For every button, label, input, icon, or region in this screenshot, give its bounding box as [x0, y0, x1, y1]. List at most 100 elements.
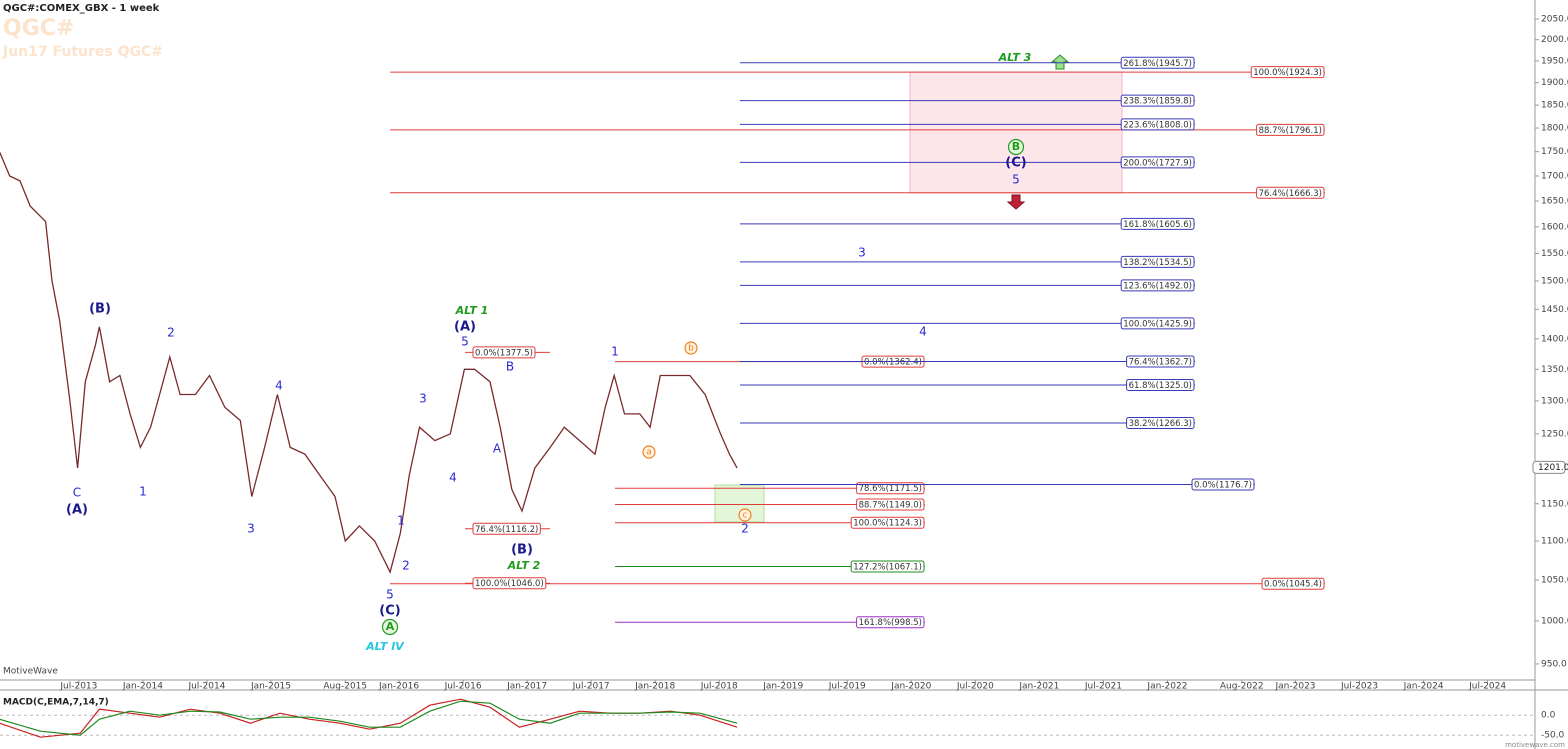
fib-label: 0.0%(1362.4): [864, 358, 922, 368]
symbol-watermark: QGC#: [3, 16, 74, 41]
fib-label: 38.2%(1266.3): [1129, 419, 1192, 429]
macd-tick-label: -50.0: [1541, 731, 1565, 741]
y-tick-label: 1600.0: [1541, 222, 1568, 232]
fib-label-box: [856, 482, 925, 495]
wave-label: (C): [1005, 156, 1026, 171]
fib-label-box: [1120, 217, 1195, 230]
y-tick-label: 2000.0: [1541, 35, 1568, 45]
fib-label-box: [1120, 156, 1195, 169]
x-tick-label: Jan-2016: [378, 682, 419, 692]
fib-label-box: [472, 346, 536, 359]
fib-label-box: [472, 522, 541, 535]
y-tick-label: 1500.0: [1541, 276, 1568, 286]
y-tick-label: 1850.0: [1541, 101, 1568, 111]
fib-label-box: [856, 498, 925, 511]
wave-label: (A): [66, 503, 88, 518]
fib-label: 200.0%(1727.9): [1123, 158, 1192, 168]
fib-label-box: [1126, 355, 1195, 368]
x-tick-label: Jan-2019: [762, 682, 803, 692]
y-tick-label: 1050.0: [1541, 576, 1568, 586]
wave-label: 2: [167, 326, 175, 340]
fib-label-box: [1191, 478, 1255, 491]
macd-signal-line: [0, 700, 738, 736]
fib-label: 100.0%(1124.3): [853, 519, 922, 529]
wave-circle: [642, 445, 656, 459]
wave-circle: [738, 508, 752, 522]
x-tick-label: Jul-2018: [700, 682, 738, 692]
fib-label: 100.0%(1046.0): [475, 579, 544, 589]
price-line: [0, 151, 738, 574]
wave-label: ALT IV: [365, 640, 405, 653]
y-tick-label: 1300.0: [1541, 396, 1568, 406]
x-tick-label: Jan-2014: [122, 682, 163, 692]
wave-label: ALT 1: [455, 304, 489, 317]
macd-title: MACD(C,EMA,7,14,7): [3, 698, 109, 708]
wave-circle: [1007, 138, 1025, 156]
wave-label: ALT 2: [507, 559, 541, 572]
watermark: MotiveWave: [3, 667, 58, 677]
y-tick-label: 1400.0: [1541, 334, 1568, 344]
fib-label: 0.0%(1045.4): [1264, 580, 1322, 590]
wave-label: 2: [741, 522, 749, 536]
fib-label-box: [1250, 66, 1325, 79]
x-tick-label: Jul-2021: [1084, 682, 1122, 692]
y-tick-label: 1750.0: [1541, 147, 1568, 157]
wave-label: 3: [419, 392, 427, 406]
wave-circle: [684, 341, 698, 355]
wave-label: C: [73, 486, 81, 500]
x-tick-label: Jan-2020: [890, 682, 931, 692]
fib-label-box: [1120, 94, 1195, 107]
fib-label: 161.8%(1605.6): [1123, 220, 1192, 230]
wave-label: 2: [402, 559, 410, 573]
last-price-label: 1201.0: [1538, 463, 1568, 473]
y-tick-label: 1000.0: [1541, 616, 1568, 626]
wave-label: B: [506, 360, 514, 374]
fib-label-box: [1120, 118, 1195, 131]
fib-label: 238.3%(1859.8): [1123, 97, 1192, 107]
x-tick-label: Aug-2015: [323, 682, 367, 692]
y-tick-label: 1800.0: [1541, 124, 1568, 134]
fib-label: 138.2%(1534.5): [1123, 258, 1192, 268]
wave-label: (A): [454, 320, 476, 335]
fib-label-box: [1120, 255, 1195, 268]
wave-label: A: [386, 620, 395, 633]
y-tick-label: 1250.0: [1541, 429, 1568, 439]
fib-label-box: [1120, 56, 1195, 69]
fib-label-box: [1261, 577, 1325, 590]
fib-label: 100.0%(1425.9): [1123, 319, 1192, 329]
wave-label: B: [1012, 140, 1020, 153]
x-tick-label: Jul-2024: [1468, 682, 1506, 692]
wave-label: A: [493, 442, 502, 456]
y-tick-label: 1550.0: [1541, 249, 1568, 259]
y-tick-label: 1350.0: [1541, 365, 1568, 375]
fib-label-box: [1256, 123, 1325, 136]
fib-label: 161.8%(998.5): [859, 618, 922, 628]
fib-label: 223.6%(1808.0): [1123, 120, 1192, 130]
x-tick-label: Jul-2020: [956, 682, 994, 692]
fib-label: 78.6%(1171.5): [859, 484, 922, 494]
wave-label: (B): [89, 302, 111, 317]
wave-label: a: [646, 448, 652, 458]
x-tick-label: Jan-2024: [1403, 682, 1444, 692]
y-tick-label: 2050.0: [1541, 15, 1568, 25]
last-price-tag: [1532, 460, 1566, 474]
fib-label: 0.0%(1176.7): [1194, 481, 1252, 491]
x-tick-label: Jan-2018: [634, 682, 675, 692]
wave-label: 4: [275, 379, 283, 393]
down-arrow: [1006, 194, 1026, 210]
subtitle: Jun17 Futures QGC#: [2, 44, 163, 60]
fib-label-box: [850, 516, 925, 529]
y-tick-label: 1150.0: [1541, 499, 1568, 509]
fib-label: 61.8%(1325.0): [1129, 381, 1192, 391]
fib-label-box: [472, 577, 547, 590]
up-arrow: [1050, 54, 1070, 70]
wave-label: (B): [511, 543, 533, 558]
y-tick-label: 1950.0: [1541, 56, 1568, 66]
x-tick-label: Jul-2023: [1340, 682, 1378, 692]
wave-label: ALT 3: [998, 51, 1032, 64]
y-tick-label: 1650.0: [1541, 197, 1568, 207]
fib-label-box: [1126, 378, 1195, 391]
wave-label: 4: [919, 325, 927, 339]
x-tick-label: Jan-2023: [1275, 682, 1316, 692]
x-tick-label: Jul-2016: [444, 682, 482, 692]
